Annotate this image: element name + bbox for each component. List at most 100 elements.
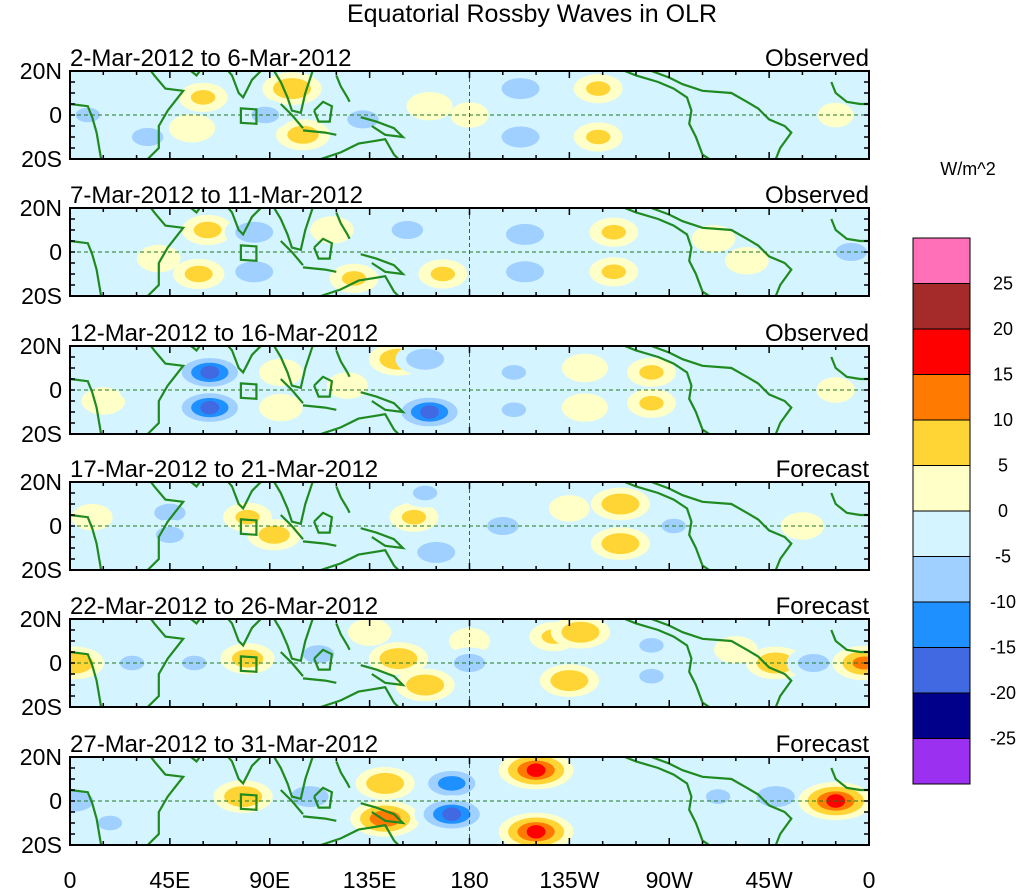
- panel-period-label: 2-Mar-2012 to 6-Mar-2012: [70, 45, 351, 72]
- coastline-7: [302, 266, 337, 273]
- colorbar-label: 25: [993, 274, 1013, 294]
- coastline-10: [360, 391, 406, 414]
- colorbar-box: [912, 556, 971, 603]
- anomaly-cell-7-level-1: [310, 216, 354, 244]
- y-tick-label: 0: [49, 788, 62, 814]
- coastline-12: [624, 757, 710, 845]
- coastline-2: [146, 482, 186, 570]
- anomaly-cell-5-level-1: [259, 358, 303, 387]
- coastline-11: [320, 137, 400, 159]
- coastlines: [70, 757, 869, 845]
- coastline-5: [273, 208, 314, 252]
- coastline-10: [360, 664, 406, 687]
- anomaly-cell-3-level-2: [193, 221, 222, 239]
- x-tick-label: 0: [863, 867, 876, 890]
- anomaly-cell-15-level-2: [639, 365, 664, 380]
- colorbar-label: 0: [998, 501, 1008, 521]
- anomaly-cell-4-level-2: [224, 786, 263, 808]
- anomaly-cell-12-level-1: [548, 495, 590, 522]
- coastline-9: [335, 211, 351, 240]
- index-box: [239, 107, 258, 125]
- anomaly-cell-4-level-2: [184, 265, 213, 283]
- colorbar-box: [912, 237, 971, 284]
- coastline-6: [280, 240, 304, 266]
- coastline-1: [70, 513, 103, 570]
- panel-period-label: 7-Mar-2012 to 11-Mar-2012: [70, 182, 363, 209]
- coastline-4: [226, 619, 263, 648]
- x-tick-label: 135E: [343, 867, 397, 890]
- anomaly-cell-6-level-2: [258, 525, 290, 544]
- anomaly-field: [81, 346, 855, 432]
- anomaly-cell-4-level-4: [200, 400, 220, 415]
- panel-status-label: Forecast: [776, 731, 870, 758]
- anomaly-cell-8-level-2: [347, 110, 379, 129]
- coastline-11: [320, 685, 400, 707]
- anomaly-cell-6-level-2: [287, 125, 319, 144]
- coastline-14: [830, 218, 869, 243]
- coastline-10: [360, 253, 406, 276]
- y-tick-label: 20S: [21, 694, 62, 720]
- index-box: [239, 793, 258, 811]
- colorbar-label: 20: [993, 319, 1013, 339]
- coastline-13: [651, 346, 793, 434]
- coastline-8: [313, 648, 334, 671]
- coastline-3: [189, 71, 202, 77]
- panel-6: 20N 0 20S 27-Mar-2012 to 31-Mar-2012 Forecas…: [20, 731, 870, 858]
- colorbar-box: [912, 510, 971, 557]
- anomaly-cell-2-level-1: [111, 512, 153, 540]
- coastline-4: [226, 208, 263, 237]
- anomaly-cell-9-level-2: [417, 541, 456, 563]
- coastline-5: [273, 346, 314, 390]
- coastline-5: [273, 619, 314, 663]
- coastline-13: [651, 71, 793, 159]
- y-tick-label: 20N: [20, 606, 62, 632]
- coastline-5: [273, 71, 314, 115]
- anomaly-cell-1-level-2: [70, 790, 94, 812]
- coastline-3: [189, 619, 202, 625]
- anomaly-cell-13-level-2: [601, 493, 640, 515]
- coastline-3: [189, 346, 202, 352]
- anomaly-field: [70, 757, 869, 845]
- anomaly-cell-17-level-1: [709, 367, 754, 395]
- anomaly-cell-14-level-2: [586, 81, 611, 96]
- anomaly-cell-13-level-2: [705, 789, 731, 804]
- anomaly-cell-12-level-2: [501, 402, 527, 418]
- anomaly-cell-6-level-2: [366, 772, 405, 794]
- coastline-1: [70, 788, 103, 845]
- coastline-7: [302, 677, 337, 684]
- coastline-12: [624, 208, 710, 296]
- colorbar-units: W/m^2: [940, 159, 995, 179]
- anomaly-cell-11-level-2: [501, 365, 527, 380]
- colorbar-label: 15: [993, 365, 1013, 385]
- colorbar-box: [912, 328, 971, 375]
- anomaly-cell-10-level-2: [406, 348, 445, 370]
- coastline-1: [70, 102, 103, 159]
- anomaly-cell-8-level-2: [401, 509, 427, 525]
- y-tick-label: 0: [49, 650, 62, 676]
- anomaly-cell-1-level-1: [71, 503, 113, 531]
- coastline-7: [302, 129, 337, 136]
- coastline-1: [70, 239, 103, 296]
- coastline-7: [302, 815, 337, 822]
- anomaly-cell-10-level-2: [430, 266, 456, 282]
- anomaly-cell-6-level-1: [347, 619, 392, 646]
- coastline-10: [360, 802, 406, 825]
- anomaly-cell-14-level-2: [601, 533, 640, 555]
- coastline-4: [226, 757, 263, 786]
- x-tick-label: 180: [450, 867, 488, 890]
- coastlines: [70, 71, 869, 159]
- coastline-6: [280, 651, 304, 677]
- coastline-1: [70, 377, 103, 434]
- anomaly-cell-16-level-1: [741, 503, 783, 531]
- coastline-8: [313, 511, 334, 534]
- coastline-2: [146, 757, 186, 845]
- coastline-11: [320, 823, 400, 845]
- panel-status-label: Observed: [765, 320, 869, 347]
- coastline-9: [335, 349, 351, 378]
- anomaly-cell-17-level-1: [725, 247, 769, 275]
- anomaly-cell-10-level-1: [406, 92, 453, 121]
- y-tick-label: 20S: [21, 557, 62, 583]
- x-tick-label: 45W: [745, 867, 793, 890]
- anomaly-cell-2-level-2: [119, 655, 145, 671]
- anomaly-cell-8-level-2: [406, 674, 445, 696]
